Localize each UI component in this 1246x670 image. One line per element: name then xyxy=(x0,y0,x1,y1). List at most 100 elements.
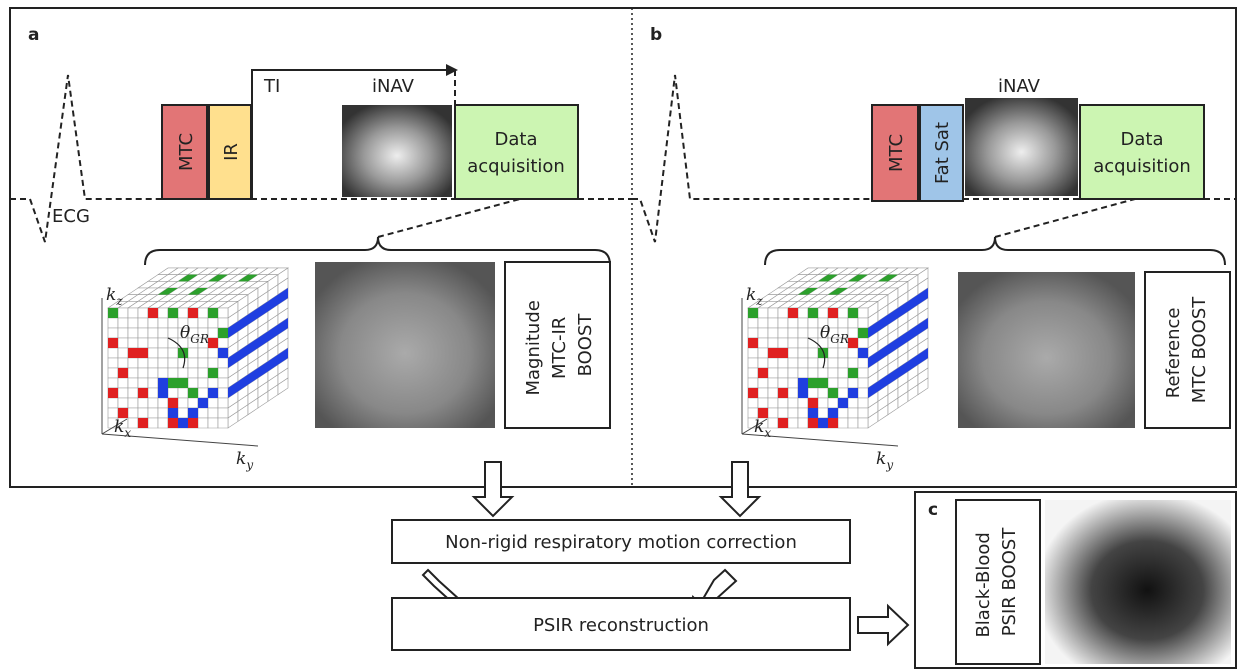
grid-cell xyxy=(138,358,148,368)
axis-sub: GR xyxy=(830,332,849,346)
acquisition-box xyxy=(1080,105,1204,199)
sample xyxy=(208,308,218,318)
output-line: Black-Blood xyxy=(973,532,994,637)
acquisition-label: acquisition xyxy=(1093,156,1191,177)
sample xyxy=(168,408,178,418)
grid-cell xyxy=(178,408,188,418)
grid-cell xyxy=(798,358,808,368)
grid-cell xyxy=(848,408,858,418)
grid-cell xyxy=(858,398,868,408)
axis-base: k xyxy=(114,417,124,437)
grid-cell xyxy=(218,318,228,328)
output-box xyxy=(956,500,1040,664)
output-line: BOOST xyxy=(575,313,596,377)
sample xyxy=(138,348,148,358)
axis-base: k xyxy=(746,285,756,305)
grid-cell xyxy=(858,418,868,428)
grid-cell xyxy=(178,398,188,408)
grid-cell xyxy=(218,388,228,398)
grid-cell xyxy=(128,368,138,378)
inav-image xyxy=(965,98,1078,196)
grid-cell xyxy=(858,358,868,368)
grid-cell xyxy=(158,348,168,358)
grid-cell xyxy=(748,378,758,388)
ecg-label: ECG xyxy=(52,206,90,227)
grid-cell xyxy=(138,338,148,348)
grid-cell xyxy=(218,358,228,368)
grid-cell xyxy=(218,418,228,428)
sample xyxy=(218,348,228,358)
grid-cell xyxy=(758,358,768,368)
grid-cell xyxy=(118,318,128,328)
process-label: Non-rigid respiratory motion correction xyxy=(445,532,797,553)
grid-cell xyxy=(128,358,138,368)
grid-cell xyxy=(198,308,208,318)
grid-cell xyxy=(788,418,798,428)
sample xyxy=(848,308,858,318)
sample xyxy=(138,388,148,398)
grid-cell xyxy=(108,348,118,358)
grid-cell xyxy=(758,338,768,348)
grid-cell xyxy=(118,358,128,368)
axis-sub: y xyxy=(885,458,893,472)
mri-image xyxy=(958,272,1135,428)
mtc-label: MTC xyxy=(176,133,197,171)
grid-cell xyxy=(198,418,208,428)
grid-cell xyxy=(818,408,828,418)
axis-sub: z xyxy=(115,294,123,308)
sample xyxy=(778,348,788,358)
grid-cell xyxy=(148,388,158,398)
axis-base: k xyxy=(754,417,764,437)
grid-cell xyxy=(768,328,778,338)
grid-cell xyxy=(858,308,868,318)
flow-arrow xyxy=(858,606,908,644)
grid-cell xyxy=(198,348,208,358)
grid-cell xyxy=(758,308,768,318)
sample xyxy=(768,348,778,358)
grid-cell xyxy=(828,358,838,368)
grid-cell xyxy=(818,388,828,398)
grid-cell xyxy=(788,318,798,328)
grid-cell xyxy=(148,338,158,348)
grid-cell xyxy=(148,368,158,378)
axis-base: k xyxy=(876,449,886,469)
grid-cell xyxy=(778,358,788,368)
grid-cell xyxy=(788,368,798,378)
grid-cell xyxy=(128,318,138,328)
grid-cell xyxy=(838,318,848,328)
sample xyxy=(818,418,828,428)
panel-label: b xyxy=(650,25,662,45)
sample xyxy=(818,378,828,388)
grid-cell xyxy=(798,398,808,408)
grid-cell xyxy=(148,318,158,328)
grid-cell xyxy=(158,368,168,378)
sample xyxy=(828,308,838,318)
grid-cell xyxy=(168,318,178,328)
grid-cell xyxy=(118,398,128,408)
grid-cell xyxy=(208,318,218,328)
grid-cell xyxy=(218,378,228,388)
grid-cell xyxy=(848,378,858,388)
output-line: Magnitude xyxy=(523,300,544,395)
grid-cell xyxy=(208,408,218,418)
grid-cell xyxy=(148,398,158,408)
brace xyxy=(145,237,610,265)
grid-cell xyxy=(168,368,178,378)
grid-cell xyxy=(788,388,798,398)
sample xyxy=(108,308,118,318)
grid-cell xyxy=(138,408,148,418)
sample xyxy=(208,368,218,378)
grid-cell xyxy=(118,328,128,338)
grid-cell xyxy=(138,318,148,328)
grid-cell xyxy=(848,328,858,338)
grid-cell xyxy=(778,408,788,418)
acquisition-box xyxy=(455,105,578,199)
grid-cell xyxy=(158,338,168,348)
acquisition-label: Data xyxy=(495,129,538,150)
grid-cell xyxy=(118,338,128,348)
grid-cell xyxy=(158,408,168,418)
grid-cell xyxy=(168,328,178,338)
sample xyxy=(188,388,198,398)
sample xyxy=(848,338,858,348)
grid-cell xyxy=(198,368,208,378)
